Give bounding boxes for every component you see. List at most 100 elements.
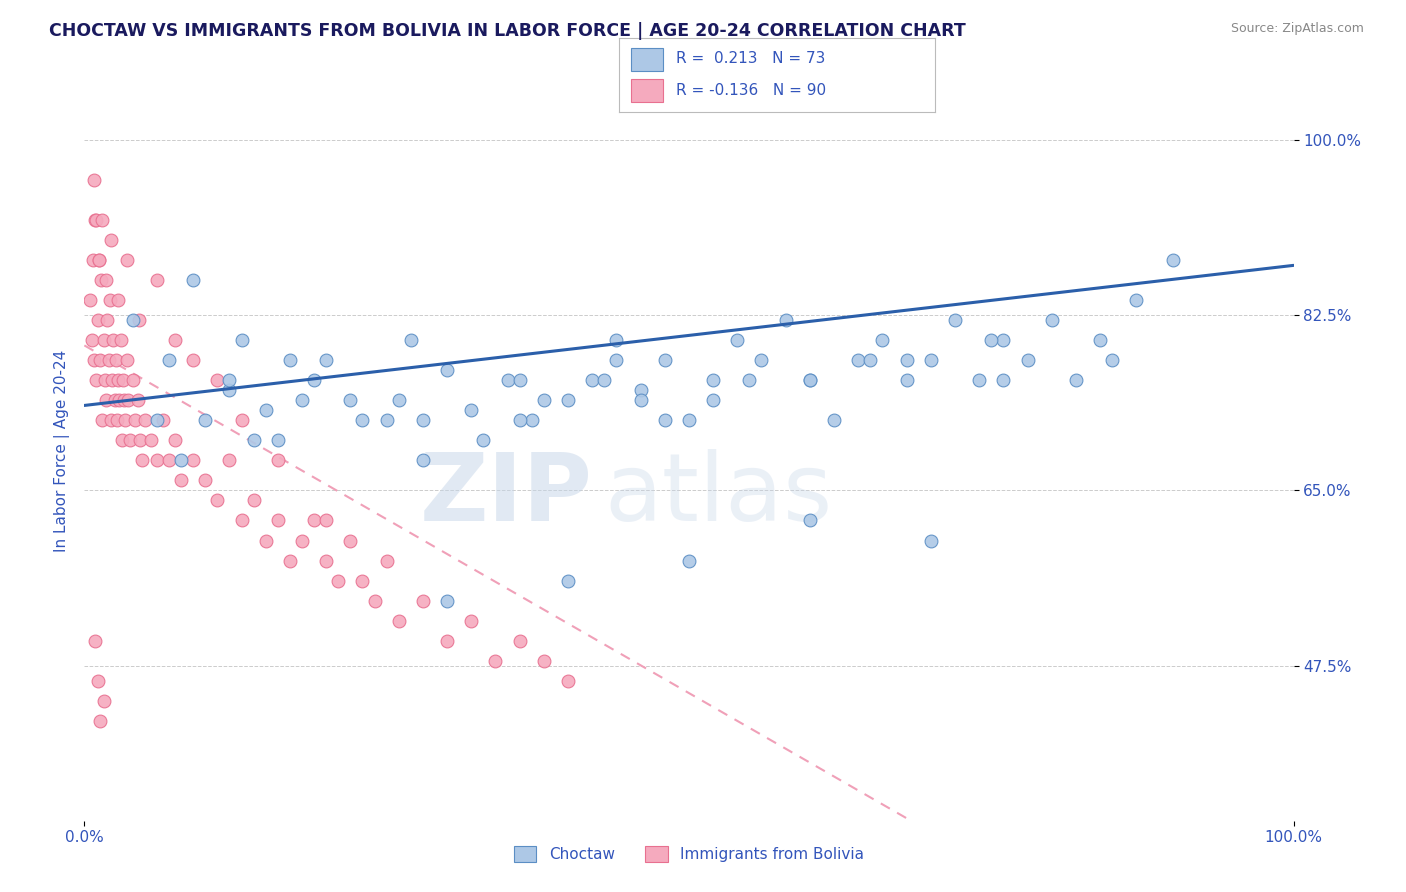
Point (533, 654, 555, 668)
Text: CHOCTAW VS IMMIGRANTS FROM BOLIVIA IN LABOR FORCE | AGE 20-24 CORRELATION CHART: CHOCTAW VS IMMIGRANTS FROM BOLIVIA IN LA… (49, 22, 966, 40)
Point (278, 353, 301, 368)
Point (83, 173, 105, 187)
Point (509, 373, 531, 387)
Point (100, 233, 122, 247)
Point (920, 533, 942, 548)
Point (124, 413, 146, 427)
Point (339, 533, 361, 548)
Text: R = -0.136   N = 90: R = -0.136 N = 90 (675, 83, 825, 98)
Point (89, 353, 111, 368)
Point (152, 413, 174, 427)
Point (86, 673, 108, 688)
Point (242, 493, 264, 508)
Point (129, 434, 152, 448)
Point (94, 373, 117, 387)
Text: R =  0.213   N = 73: R = 0.213 N = 73 (675, 52, 825, 66)
Point (115, 353, 138, 368)
Point (121, 313, 143, 327)
Point (460, 614, 482, 628)
Point (86, 373, 108, 387)
Point (207, 373, 229, 387)
Point (460, 403, 482, 417)
Point (399, 334, 422, 348)
Point (127, 393, 149, 408)
Point (436, 363, 458, 377)
Point (112, 373, 135, 387)
Point (557, 673, 579, 688)
Point (131, 453, 153, 467)
Point (363, 593, 385, 607)
Point (104, 353, 127, 368)
Point (165, 334, 187, 348)
Point (1088, 334, 1111, 348)
Point (101, 373, 124, 387)
Point (375, 413, 398, 427)
Point (315, 514, 337, 528)
Point (194, 474, 217, 488)
Point (231, 413, 253, 427)
Point (86, 313, 108, 327)
Point (97, 353, 120, 368)
Point (412, 593, 434, 607)
Point (128, 313, 150, 327)
Point (170, 474, 193, 488)
Point (79, 293, 101, 308)
Point (799, 373, 821, 387)
Point (105, 413, 128, 427)
Point (87, 253, 110, 268)
Point (980, 334, 1002, 348)
Point (896, 353, 918, 368)
Point (581, 373, 603, 387)
Point (278, 553, 301, 567)
Point (157, 453, 180, 467)
Point (86, 213, 108, 227)
Point (702, 373, 724, 387)
Point (328, 574, 350, 588)
Point (267, 514, 290, 528)
Point (339, 393, 361, 408)
Point (89, 714, 111, 728)
Point (108, 393, 131, 408)
Point (630, 393, 652, 408)
Point (117, 393, 139, 408)
Point (94, 393, 117, 408)
Point (218, 384, 240, 398)
Point (302, 514, 325, 528)
Point (496, 373, 519, 387)
Point (654, 413, 676, 427)
Point (94, 273, 117, 287)
Point (725, 334, 748, 348)
Point (231, 334, 253, 348)
Point (84, 633, 107, 648)
Point (181, 453, 204, 467)
Point (799, 514, 821, 528)
Point (943, 313, 966, 327)
Point (146, 273, 169, 287)
Point (291, 533, 314, 548)
Point (315, 353, 337, 368)
Point (751, 353, 773, 368)
Y-axis label: In Labor Force | Age 20-24: In Labor Force | Age 20-24 (55, 350, 70, 551)
Point (799, 373, 821, 387)
Point (375, 553, 398, 567)
Point (291, 393, 314, 408)
Point (593, 373, 616, 387)
Point (218, 373, 240, 387)
Point (678, 553, 700, 567)
Point (96, 313, 118, 327)
Point (157, 353, 180, 368)
Point (1161, 253, 1184, 268)
Point (87, 253, 110, 268)
Point (412, 413, 434, 427)
Point (436, 593, 458, 607)
Point (775, 313, 797, 327)
Point (114, 413, 136, 427)
Text: ZIP: ZIP (419, 449, 592, 541)
Point (207, 493, 229, 508)
Point (110, 334, 132, 348)
Legend: Choctaw, Immigrants from Bolivia: Choctaw, Immigrants from Bolivia (508, 840, 870, 869)
Point (993, 373, 1015, 387)
Point (557, 574, 579, 588)
Point (181, 273, 204, 287)
Point (84, 213, 107, 227)
